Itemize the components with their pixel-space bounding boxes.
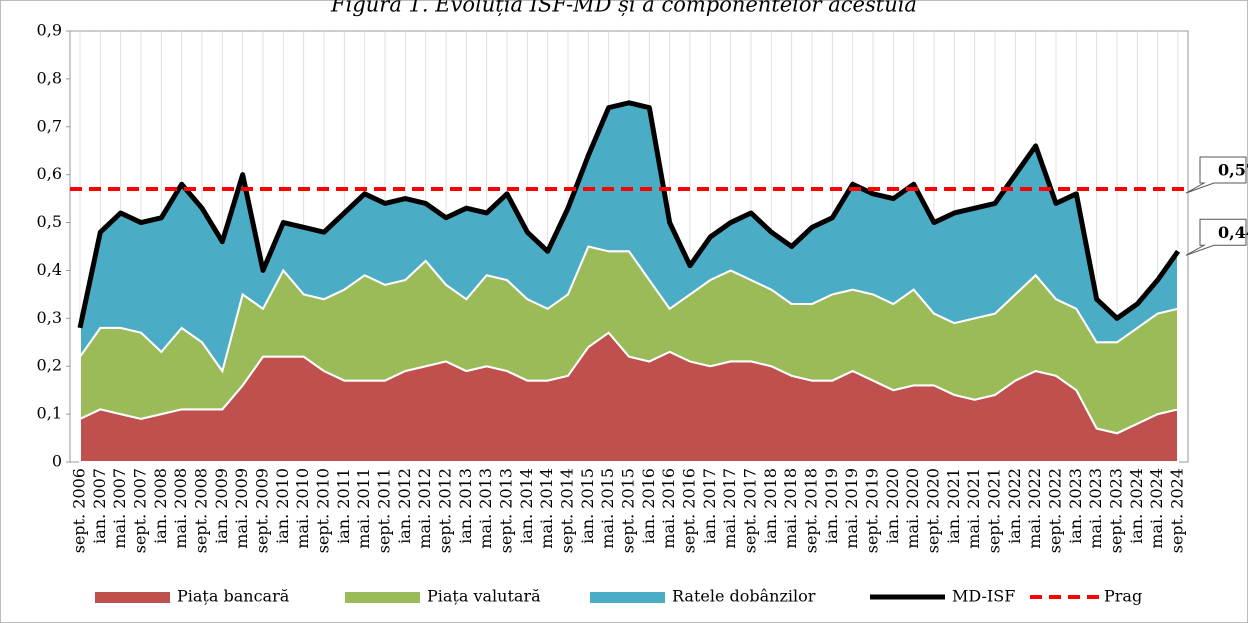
legend-label: MD-ISF xyxy=(952,587,1015,606)
x-tick-label: sept. 2023 xyxy=(1107,468,1126,553)
x-tick-label: sept. 2008 xyxy=(192,468,211,553)
x-tick-label: ian. 2019 xyxy=(822,468,841,544)
x-tick-label: sept. 2024 xyxy=(1168,468,1187,553)
y-tick-label: 0,9 xyxy=(37,21,62,40)
x-tick-label: ian. 2010 xyxy=(273,468,292,544)
legend-label: Piața valutară xyxy=(427,587,541,606)
x-tick-label: mai. 2015 xyxy=(598,468,617,549)
x-tick-label: ian. 2024 xyxy=(1127,468,1146,544)
x-tick-label: sept. 2006 xyxy=(70,468,89,553)
x-tick-label: mai. 2021 xyxy=(964,468,983,549)
x-tick-label: sept. 2017 xyxy=(741,468,760,553)
x-tick-label: ian. 2013 xyxy=(456,468,475,544)
legend-swatch xyxy=(95,592,170,603)
x-tick-label: mai. 2024 xyxy=(1147,468,1166,549)
x-tick-label: mai. 2011 xyxy=(354,468,373,549)
x-tick-label: mai. 2014 xyxy=(537,468,556,549)
x-tick-label: sept. 2021 xyxy=(985,468,1004,553)
x-tick-label: ian. 2017 xyxy=(700,468,719,544)
x-tick-label: sept. 2014 xyxy=(558,468,577,553)
y-tick-label: 0,1 xyxy=(37,404,62,423)
y-tick-label: 0,5 xyxy=(37,212,62,231)
annotation-box xyxy=(1185,156,1247,194)
x-tick-label: mai. 2013 xyxy=(476,468,495,549)
x-tick-label: sept. 2007 xyxy=(131,468,150,553)
x-tick-label: sept. 2022 xyxy=(1046,468,1065,553)
x-tick-label: sept. 2011 xyxy=(375,468,394,553)
x-tick-label: sept. 2012 xyxy=(436,468,455,553)
y-tick-label: 0,6 xyxy=(37,164,62,183)
x-tick-label: ian. 2007 xyxy=(90,468,109,544)
x-tick-label: sept. 2013 xyxy=(497,468,516,553)
annotation: 0,44 xyxy=(1218,223,1248,242)
x-tick-label: mai. 2018 xyxy=(781,468,800,549)
annotation: 0,57 xyxy=(1218,161,1248,180)
legend-label: Ratele dobânzilor xyxy=(672,587,816,606)
x-tick-label: mai. 2023 xyxy=(1086,468,1105,549)
x-tick-label: ian. 2015 xyxy=(578,468,597,544)
line xyxy=(77,100,1181,329)
x-tick-label: ian. 2014 xyxy=(517,468,536,544)
x-tick-label: sept. 2010 xyxy=(314,468,333,553)
y-tick-label: 0,8 xyxy=(37,68,62,87)
legend-label: Prag xyxy=(1104,587,1142,606)
x-tick-label: ian. 2018 xyxy=(761,468,780,544)
y-tick-label: 0,2 xyxy=(37,356,62,375)
legend-swatch xyxy=(345,592,420,603)
annotation-box xyxy=(1185,218,1247,256)
x-tick-label: mai. 2007 xyxy=(110,468,129,549)
x-tick-label: ian. 2008 xyxy=(151,468,170,544)
legend-swatch xyxy=(590,592,665,603)
legend-label: Piața bancară xyxy=(177,587,290,606)
x-tick-label: sept. 2020 xyxy=(924,468,943,553)
x-tick-label: ian. 2016 xyxy=(639,468,658,544)
x-tick-label: mai. 2008 xyxy=(171,468,190,549)
x-tick-label: sept. 2009 xyxy=(253,468,272,553)
x-tick-label: mai. 2010 xyxy=(293,468,312,549)
x-tick-label: sept. 2015 xyxy=(619,468,638,553)
x-tick-label: ian. 2021 xyxy=(944,468,963,544)
x-tick-label: mai. 2020 xyxy=(903,468,922,549)
x-tick-label: ian. 2011 xyxy=(334,468,353,544)
x-tick-label: ian. 2012 xyxy=(395,468,414,544)
x-tick-label: sept. 2016 xyxy=(680,468,699,553)
x-tick-label: ian. 2020 xyxy=(883,468,902,544)
x-tick-label: ian. 2022 xyxy=(1005,468,1024,544)
x-tick-label: mai. 2022 xyxy=(1025,468,1044,549)
y-tick-label: 0,7 xyxy=(37,116,62,135)
x-tick-label: sept. 2018 xyxy=(802,468,821,553)
y-tick-label: 0,4 xyxy=(37,260,62,279)
x-tick-label: ian. 2009 xyxy=(212,468,231,544)
x-tick-label: mai. 2019 xyxy=(842,468,861,549)
x-tick-label: mai. 2016 xyxy=(659,468,678,549)
x-tick-label: mai. 2017 xyxy=(720,468,739,549)
x-tick-label: ian. 2023 xyxy=(1066,468,1085,544)
y-tick-label: 0 xyxy=(52,452,62,471)
x-tick-label: sept. 2019 xyxy=(863,468,882,553)
x-tick-label: mai. 2009 xyxy=(232,468,251,549)
x-tick-label: mai. 2012 xyxy=(415,468,434,549)
y-tick-label: 0,3 xyxy=(37,308,62,327)
chart-title: Figura 1. Evoluția ISF-MD și a component… xyxy=(330,0,917,17)
